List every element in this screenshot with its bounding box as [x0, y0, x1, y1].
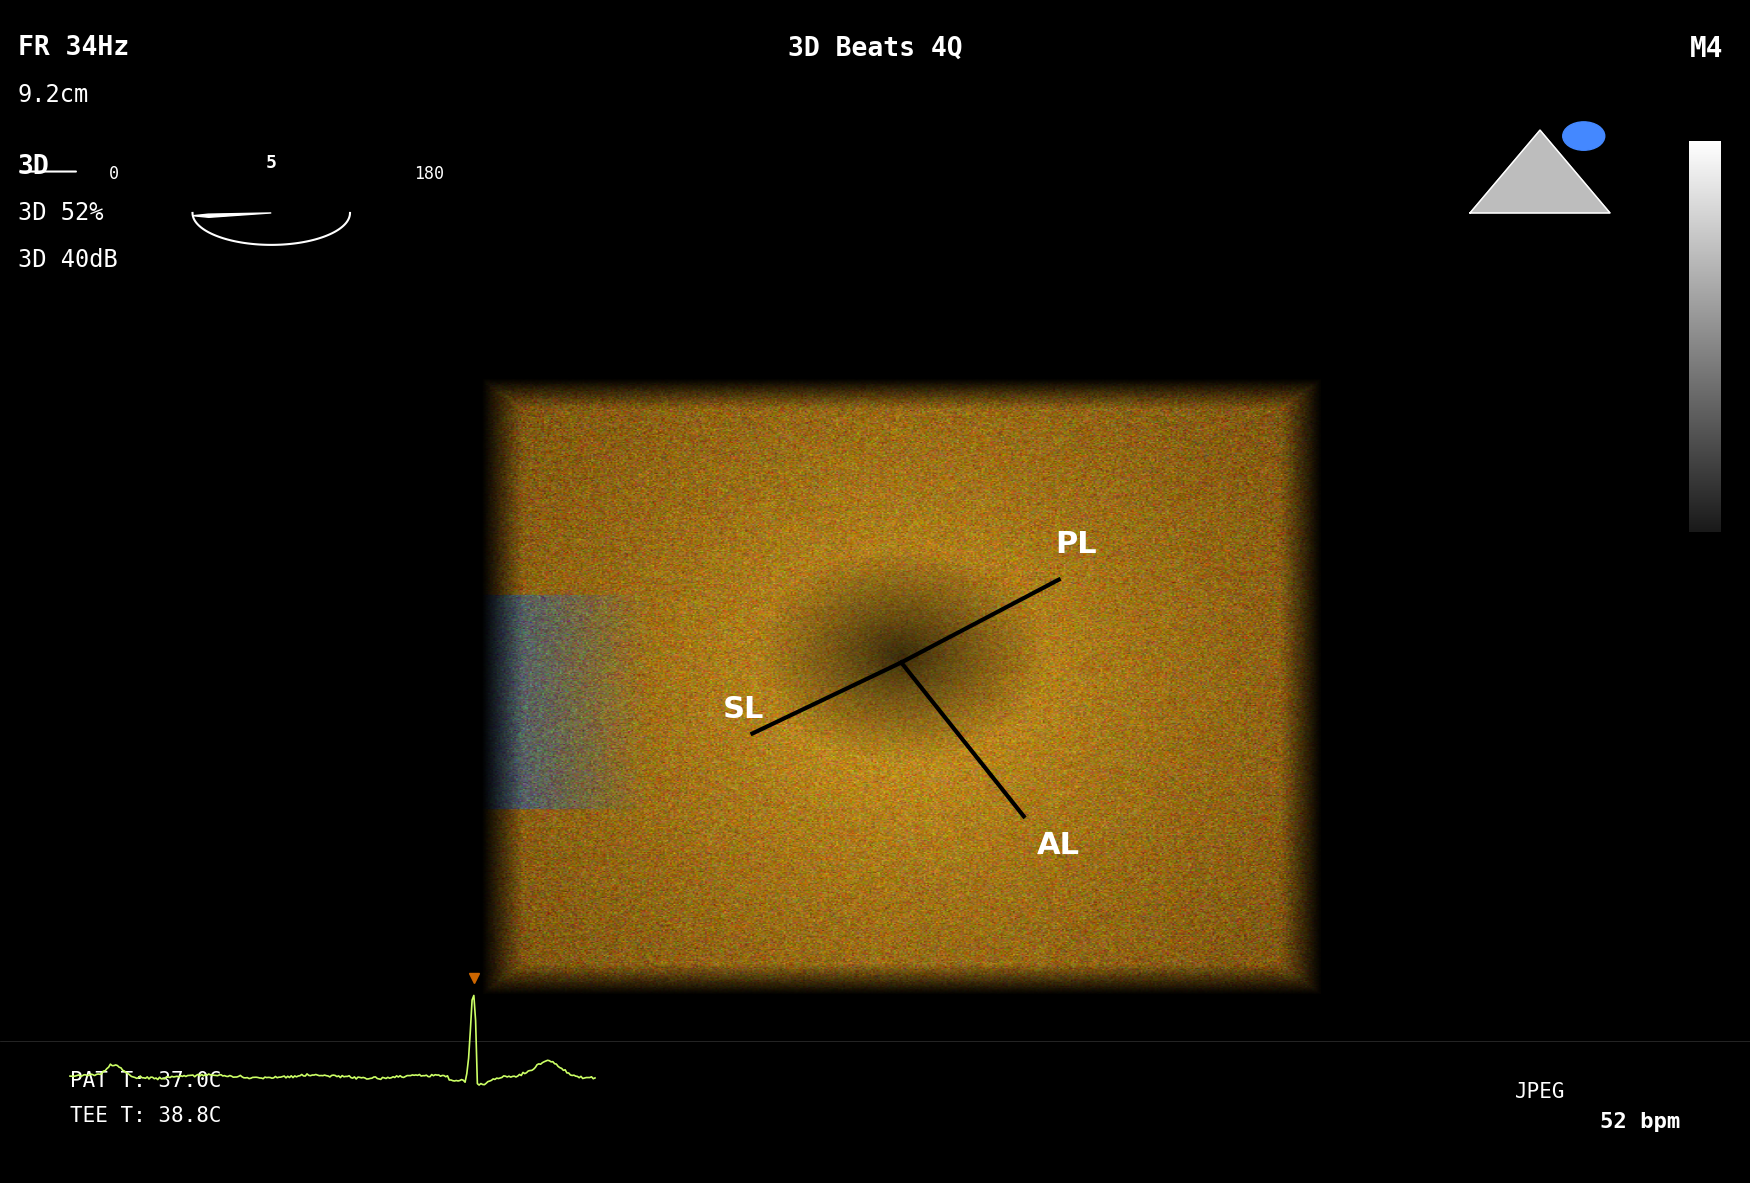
Text: 0: 0 — [108, 166, 119, 183]
Text: 3D 52%: 3D 52% — [18, 201, 103, 225]
Text: TEE T: 38.8C: TEE T: 38.8C — [70, 1106, 222, 1126]
Text: 9.2cm: 9.2cm — [18, 83, 89, 106]
Polygon shape — [192, 213, 271, 218]
Polygon shape — [1470, 130, 1610, 213]
Text: AL: AL — [1038, 832, 1080, 860]
Text: 3D: 3D — [18, 154, 49, 180]
Text: M4: M4 — [1690, 35, 1724, 64]
Circle shape — [1563, 122, 1605, 150]
Text: 3D 40dB: 3D 40dB — [18, 248, 117, 272]
Text: PAT T: 37.0C: PAT T: 37.0C — [70, 1071, 222, 1091]
Text: SL: SL — [723, 696, 765, 724]
Text: 5: 5 — [266, 154, 276, 172]
Text: FR 34Hz: FR 34Hz — [18, 35, 130, 62]
Text: 3D Beats 4Q: 3D Beats 4Q — [788, 35, 962, 62]
Text: 52 bpm: 52 bpm — [1600, 1112, 1680, 1132]
Text: PL: PL — [1055, 530, 1097, 558]
Text: JPEG: JPEG — [1516, 1082, 1564, 1103]
Text: 180: 180 — [413, 166, 444, 183]
